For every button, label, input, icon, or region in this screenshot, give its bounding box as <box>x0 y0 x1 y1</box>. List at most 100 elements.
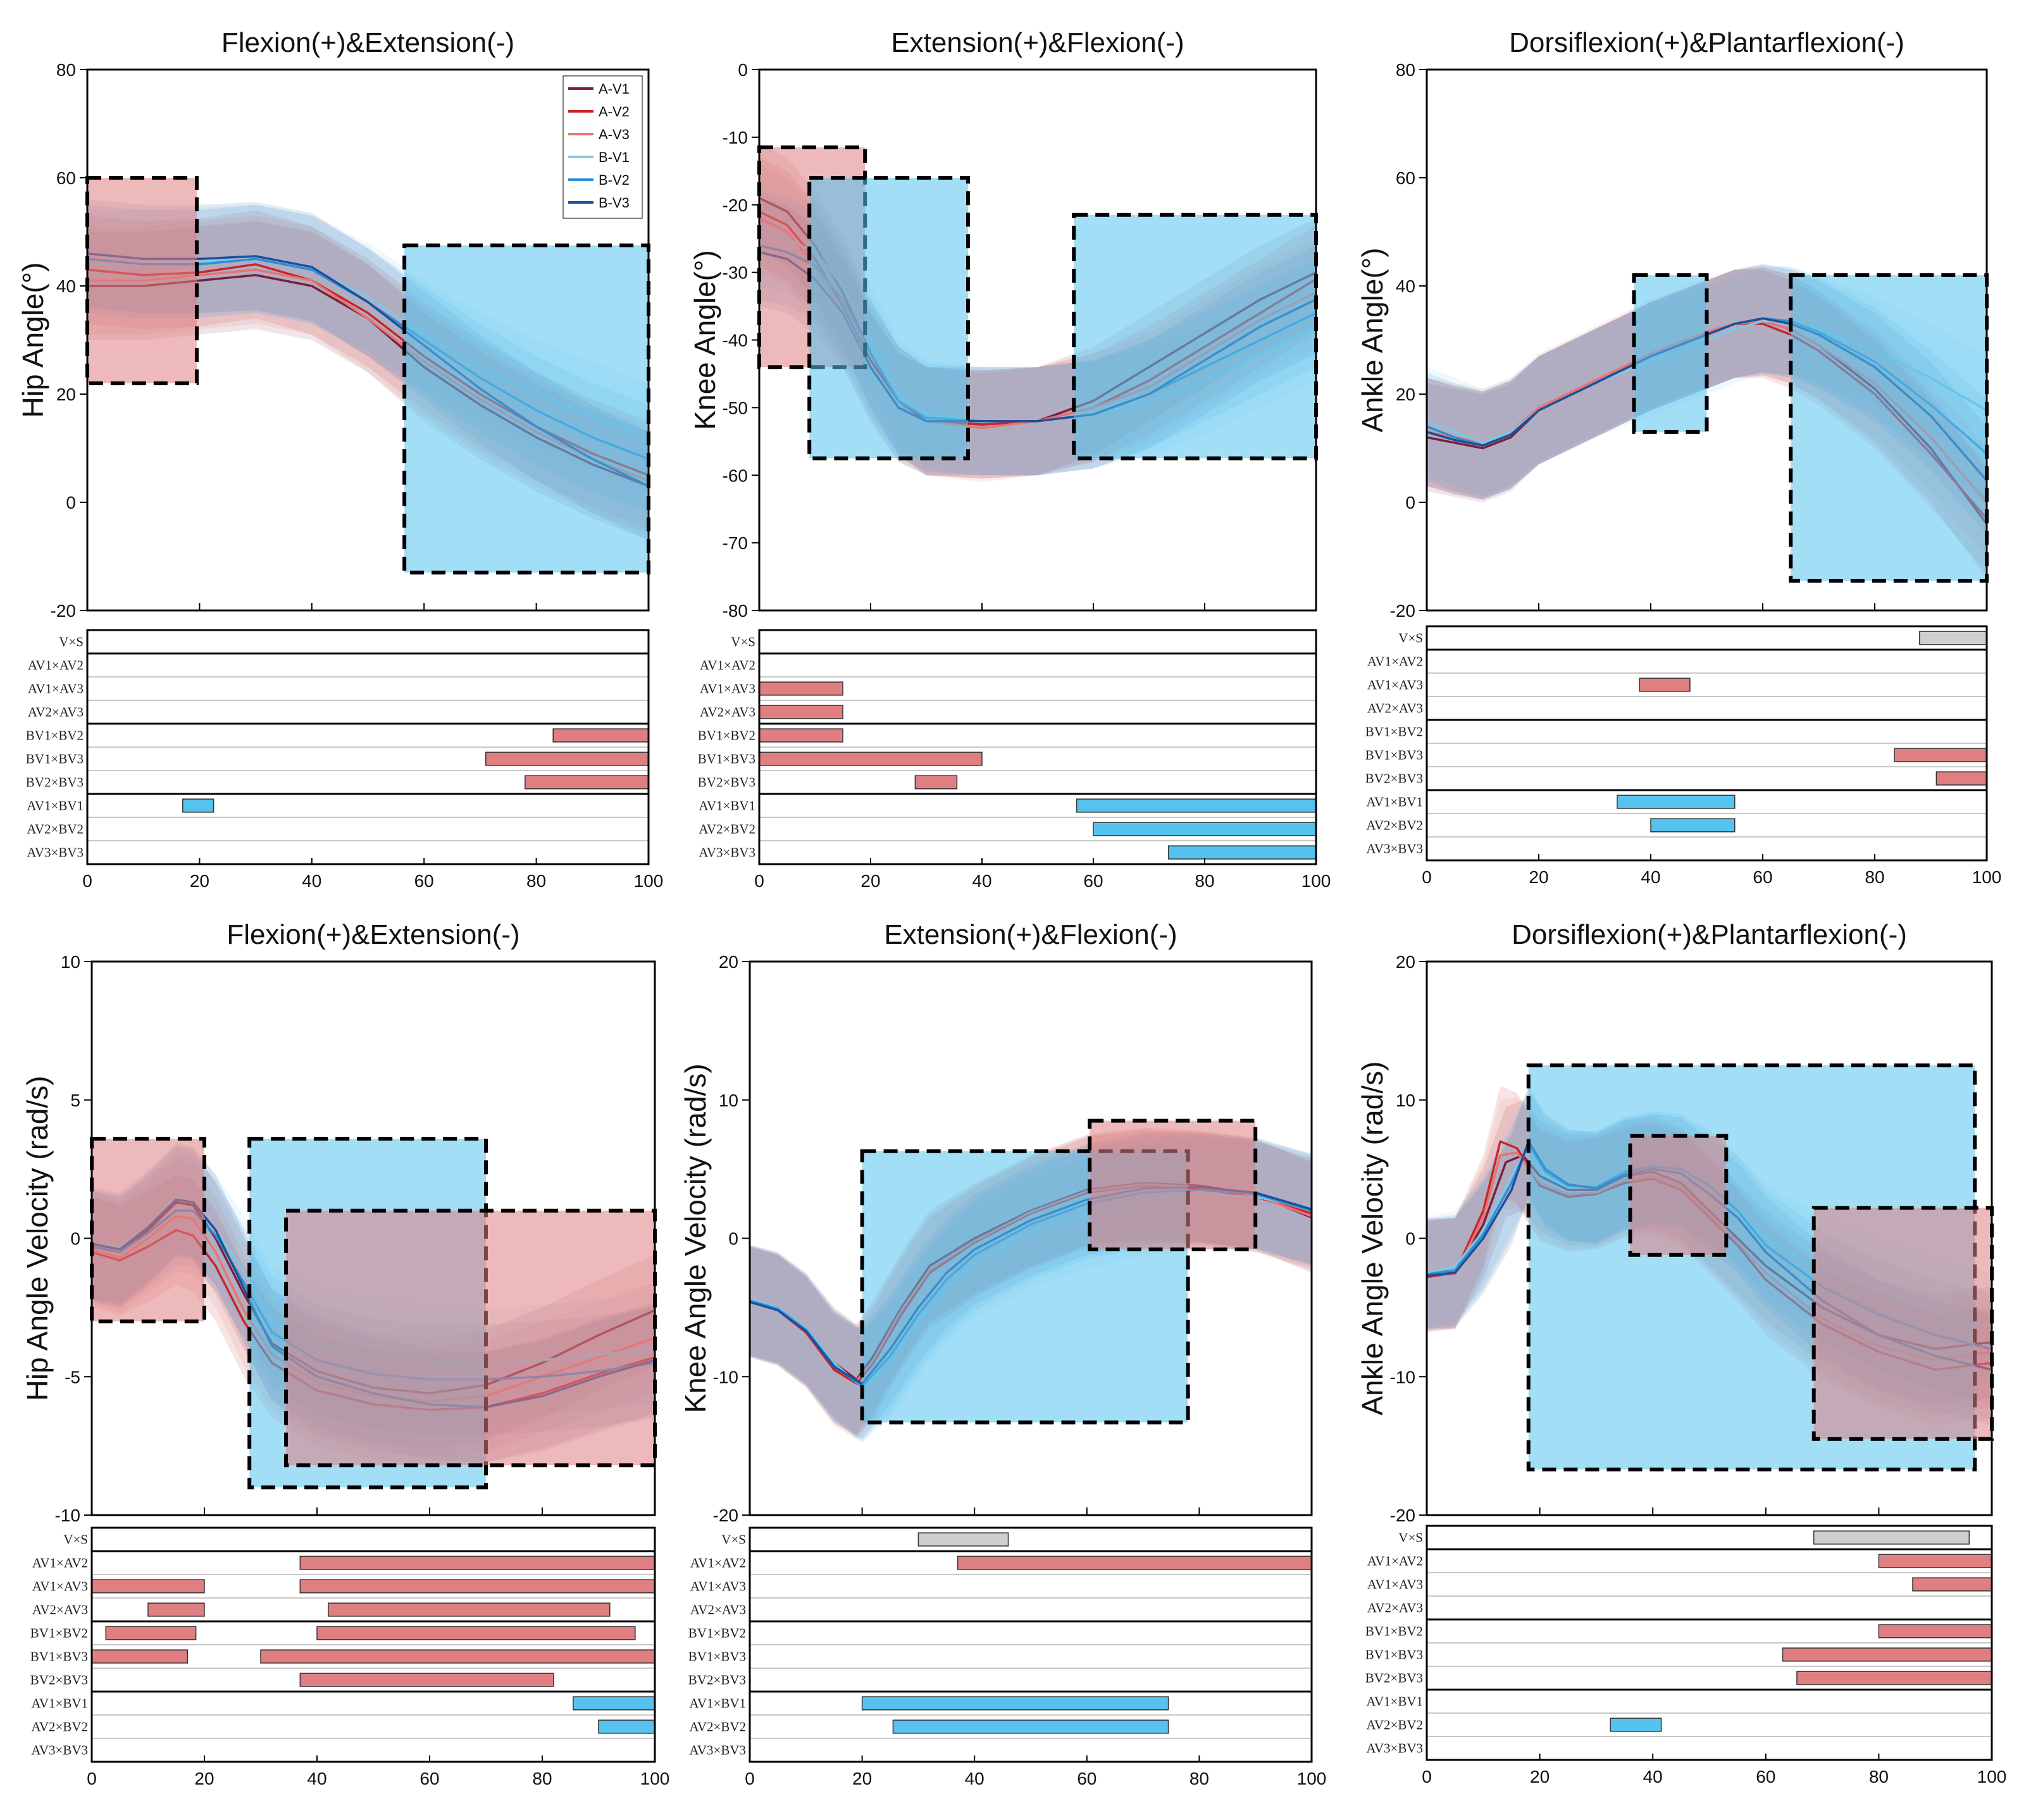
hip-velocity-chart: Flexion(+)&Extension(-) Hip Angle Velocit… <box>21 919 669 1788</box>
stat-bar-gray <box>1919 631 1987 645</box>
y-tick-label: 20 <box>719 952 738 972</box>
stat-row-label: BV2×BV3 <box>26 775 84 790</box>
stat-frame <box>90 1526 656 1763</box>
stat-bar-red <box>1878 1624 1992 1638</box>
x-tick-label: 0 <box>82 871 92 891</box>
significance-region <box>1088 1118 1258 1251</box>
stat-row-label: AV2×AV3 <box>1367 701 1423 716</box>
knee-angle-chart: Extension(+)&Flexion(-) Knee Angle(°) -80 -… <box>688 27 1331 891</box>
chart-title: Dorsiflexion(+)&Plantarflexion(-) <box>1509 27 1904 58</box>
x-tick-label: 20 <box>852 1769 872 1788</box>
stat-row-label: AV1×AV2 <box>700 658 755 673</box>
stat-row-label: AV1×AV3 <box>1367 678 1423 693</box>
y-tick-label: 20 <box>56 385 76 404</box>
stat-bar-red <box>328 1602 611 1617</box>
y-tick-label: 0 <box>1405 1229 1415 1249</box>
chart-title: Flexion(+)&Extension(-) <box>227 919 519 950</box>
y-axis-label: Hip Angle(°) <box>16 263 49 418</box>
stat-row-label: BV1×BV2 <box>30 1626 88 1641</box>
stat-row-label: BV1×BV3 <box>688 1649 746 1664</box>
significance-region <box>1811 1206 1994 1441</box>
stat-frame <box>1426 625 1988 862</box>
x-tick-label: 80 <box>1190 1769 1209 1788</box>
x-tick-label: 0 <box>1422 867 1432 887</box>
stat-bar-red <box>316 1626 636 1640</box>
y-tick-label: 0 <box>1405 493 1415 512</box>
plot-frame <box>86 68 650 612</box>
stat-bar-gray <box>1813 1530 1970 1545</box>
plot-frame <box>758 68 1317 612</box>
stat-row-label: BV1×BV2 <box>688 1626 746 1641</box>
y-axis-label: Knee Angle(°) <box>688 250 721 430</box>
x-tick-label: 20 <box>190 871 209 891</box>
stat-row-label: BV2×BV3 <box>688 1673 746 1688</box>
stat-row-label: BV1×BV2 <box>26 728 84 743</box>
stat-bar-red <box>260 1649 655 1664</box>
chart-title: Flexion(+)&Extension(-) <box>221 27 514 58</box>
plot-frame <box>1426 68 1988 612</box>
stat-row-label: AV1×BV1 <box>31 1696 88 1711</box>
stat-row-label: BV2×BV3 <box>1365 771 1423 786</box>
stat-bar-red <box>299 1556 655 1570</box>
x-tick-label: 0 <box>745 1769 755 1788</box>
stat-bar-blue <box>1168 845 1317 860</box>
plot-frame <box>1426 960 1993 1516</box>
stat-bar-blue <box>1076 798 1317 813</box>
stat-bar-blue <box>861 1696 1169 1711</box>
y-tick-label: 10 <box>1396 1091 1415 1110</box>
y-tick-label: 10 <box>61 952 80 972</box>
y-tick-label: 0 <box>66 493 76 512</box>
x-tick-label: 20 <box>1529 867 1548 887</box>
y-tick-label: -60 <box>723 466 748 485</box>
plot-frame <box>749 960 1313 1516</box>
y-tick-label: -20 <box>1390 1506 1415 1525</box>
stat-strip: V×S AV1×AV2 AV1×AV3 AV2×AV3 BV1×BV2 BV1×BV3 BV… <box>1365 1525 2006 1786</box>
stat-row-label: AV3×BV3 <box>699 845 755 860</box>
y-tick-label: 40 <box>56 276 76 296</box>
x-tick-label: 20 <box>1530 1767 1550 1786</box>
x-tick-label: 20 <box>194 1769 214 1788</box>
significance-region <box>402 243 651 575</box>
stat-bar-red <box>759 752 983 766</box>
stat-bar-blue <box>1650 818 1736 833</box>
y-tick-label: -10 <box>55 1506 80 1525</box>
stat-strip: V×S AV1×AV2 AV1×AV3 AV2×AV3 BV1×BV2 BV1×BV3 BV… <box>1365 625 2001 887</box>
stat-row-label: AV1×AV2 <box>28 658 84 673</box>
legend-box <box>562 75 643 219</box>
legend-label: B-V2 <box>599 172 630 188</box>
stat-bar-red <box>91 1579 205 1594</box>
stat-row-label: AV1×AV2 <box>1367 654 1423 669</box>
y-axis-label: Knee Angle Velocity (rad/s) <box>679 1063 712 1413</box>
x-tick-label: 40 <box>972 871 991 891</box>
x-tick-label: 60 <box>1077 1769 1096 1788</box>
stat-bar-red <box>759 681 843 696</box>
x-tick-label: 80 <box>1195 871 1214 891</box>
legend-label: A-V2 <box>599 104 630 120</box>
x-tick-label: 40 <box>1641 867 1660 887</box>
stat-bar-red <box>299 1579 655 1594</box>
stat-bar-blue <box>573 1696 655 1711</box>
x-tick-label: 80 <box>1869 1767 1889 1786</box>
significance-region <box>90 1137 206 1323</box>
stat-bar-blue <box>182 798 214 813</box>
stat-row-label: AV1×AV3 <box>700 681 755 696</box>
x-tick-label: 60 <box>419 1769 439 1788</box>
chart-title: Dorsiflexion(+)&Plantarflexion(-) <box>1512 919 1907 950</box>
x-tick-label: 100 <box>1301 871 1331 891</box>
ankle-velocity-chart: Dorsiflexion(+)&Plantarflexion(-) Ankle A… <box>1356 919 2006 1786</box>
y-tick-label: 60 <box>1396 168 1415 188</box>
stat-row-label: BV1×BV2 <box>698 728 755 743</box>
stat-frame <box>749 1526 1313 1763</box>
stat-row-label: AV2×BV2 <box>689 1719 746 1735</box>
stat-row-label: AV2×AV3 <box>28 705 84 720</box>
stat-row-label: V×S <box>63 1532 88 1547</box>
stat-bar-blue <box>1617 795 1736 809</box>
stat-row-label: BV2×BV3 <box>1365 1671 1423 1686</box>
stat-row-label: AV2×AV3 <box>1367 1600 1423 1616</box>
x-tick-label: 20 <box>860 871 880 891</box>
stat-row-label: AV3×BV3 <box>31 1743 88 1758</box>
stat-row-label: AV3×BV3 <box>27 845 84 860</box>
stat-row-label: AV1×AV2 <box>690 1556 746 1571</box>
y-tick-label: 20 <box>1396 952 1415 972</box>
y-tick-label: -80 <box>723 601 748 621</box>
